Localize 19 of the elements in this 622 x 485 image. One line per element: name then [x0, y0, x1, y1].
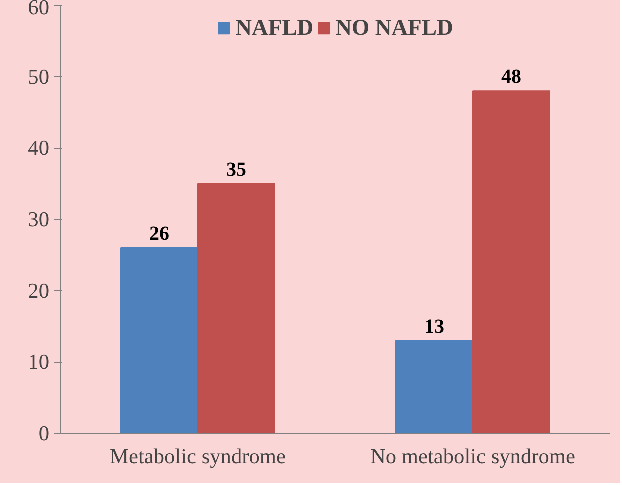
x-tick-label: No metabolic syndrome — [370, 444, 576, 468]
y-tick-label: 30 — [28, 208, 50, 232]
y-tick-label: 0 — [38, 422, 50, 446]
y-tick-label: 10 — [28, 350, 50, 374]
data-label: 13 — [424, 316, 444, 338]
y-tick-label: 60 — [28, 0, 50, 20]
legend-label: NO NAFLD — [336, 15, 454, 41]
data-label: 35 — [226, 158, 246, 181]
bar — [472, 90, 550, 434]
data-label: 26 — [150, 223, 170, 246]
data-label: 48 — [502, 66, 522, 88]
bar — [198, 183, 276, 434]
x-tick-label: Metabolic syndrome — [110, 444, 286, 468]
bar — [120, 248, 198, 434]
bar — [396, 340, 474, 434]
y-tick-label: 20 — [28, 278, 50, 303]
y-tick-label: 50 — [28, 64, 50, 89]
legend-label: NAFLD — [236, 15, 314, 41]
y-tick-label: 40 — [28, 136, 50, 160]
